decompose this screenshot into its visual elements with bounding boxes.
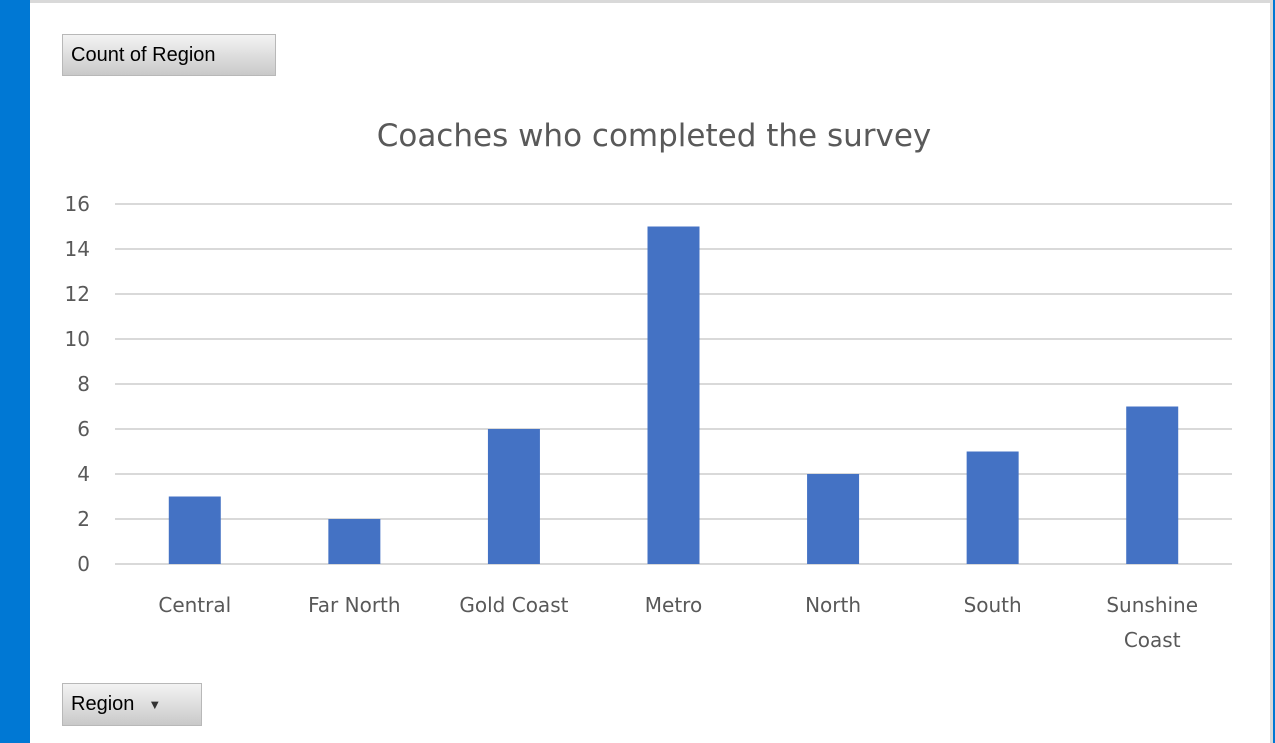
- y-axis-ticks: 0 2 4 6 8 10 12 14 16: [65, 192, 90, 576]
- bar[interactable]: [328, 519, 381, 564]
- x-axis-ticks: Central Far North Gold Coast Metro North Sout…: [158, 593, 1198, 652]
- y-tick-label: 4: [77, 462, 90, 486]
- y-tick-label: 6: [77, 417, 90, 441]
- values-field-label: Count of Region: [71, 43, 216, 66]
- bar[interactable]: [647, 226, 700, 565]
- bar[interactable]: [487, 429, 540, 564]
- y-tick-label: 10: [65, 327, 90, 351]
- bar[interactable]: [807, 474, 860, 564]
- x-tick-label: South: [964, 593, 1022, 617]
- x-tick-label: Metro: [645, 593, 702, 617]
- y-tick-label: 12: [65, 282, 90, 306]
- x-tick-label: North: [805, 593, 861, 617]
- y-tick-label: 8: [77, 372, 90, 396]
- bar[interactable]: [1126, 406, 1179, 565]
- x-tick-label: Gold Coast: [459, 593, 568, 617]
- chevron-down-icon[interactable]: ▼: [148, 697, 162, 712]
- bars: [168, 226, 1179, 565]
- bar[interactable]: [168, 496, 221, 565]
- y-tick-label: 2: [77, 507, 90, 531]
- bar[interactable]: [966, 451, 1019, 565]
- x-tick-label: Central: [158, 593, 231, 617]
- axis-field-button[interactable]: Region ▼: [62, 683, 202, 726]
- chart-title: Coaches who completed the survey: [377, 118, 932, 154]
- values-field-button[interactable]: Count of Region: [62, 34, 276, 76]
- y-tick-label: 0: [77, 552, 90, 576]
- x-tick-label: Far North: [308, 593, 400, 617]
- y-tick-label: 16: [65, 192, 90, 216]
- x-tick-label: Sunshine Coast: [1106, 593, 1198, 652]
- axis-field-label: Region: [71, 693, 135, 715]
- y-tick-label: 14: [65, 237, 90, 261]
